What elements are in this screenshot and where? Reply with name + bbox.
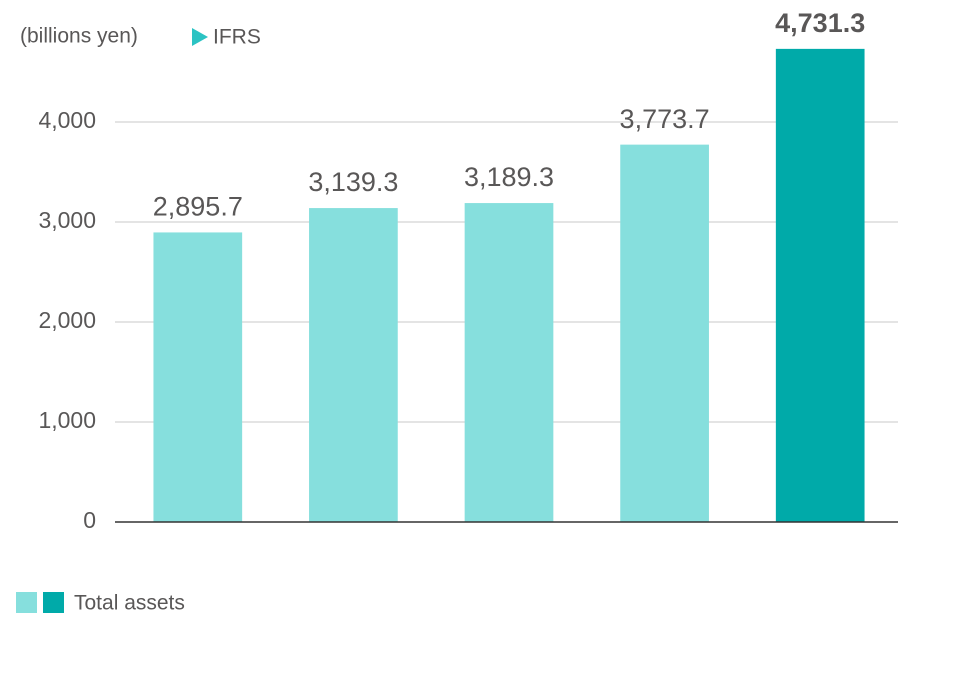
bar [775,48,865,523]
bar [309,208,398,522]
value-label: 3,139.3 [308,167,398,197]
value-label: 3,189.3 [464,162,554,192]
y-tick-label: 4,000 [38,107,96,133]
bar [464,203,554,522]
ifrs-marker [192,28,208,46]
value-label: 4,731.3 [775,8,865,38]
y-tick-label: 2,000 [38,307,96,333]
annotation: IFRS [213,26,261,49]
legend-swatch [43,592,64,613]
legend-swatch [16,592,37,613]
y-tick-label: 1,000 [38,407,96,433]
value-label: 2,895.7 [153,192,243,222]
value-label: 3,773.7 [620,104,710,134]
legend-label: Total assets [74,592,185,615]
bar [620,144,709,522]
y-tick-label: 0 [83,507,96,533]
y-tick-label: 3,000 [38,207,96,233]
bar [153,232,243,522]
unit-label: (billions yen) [20,25,138,48]
